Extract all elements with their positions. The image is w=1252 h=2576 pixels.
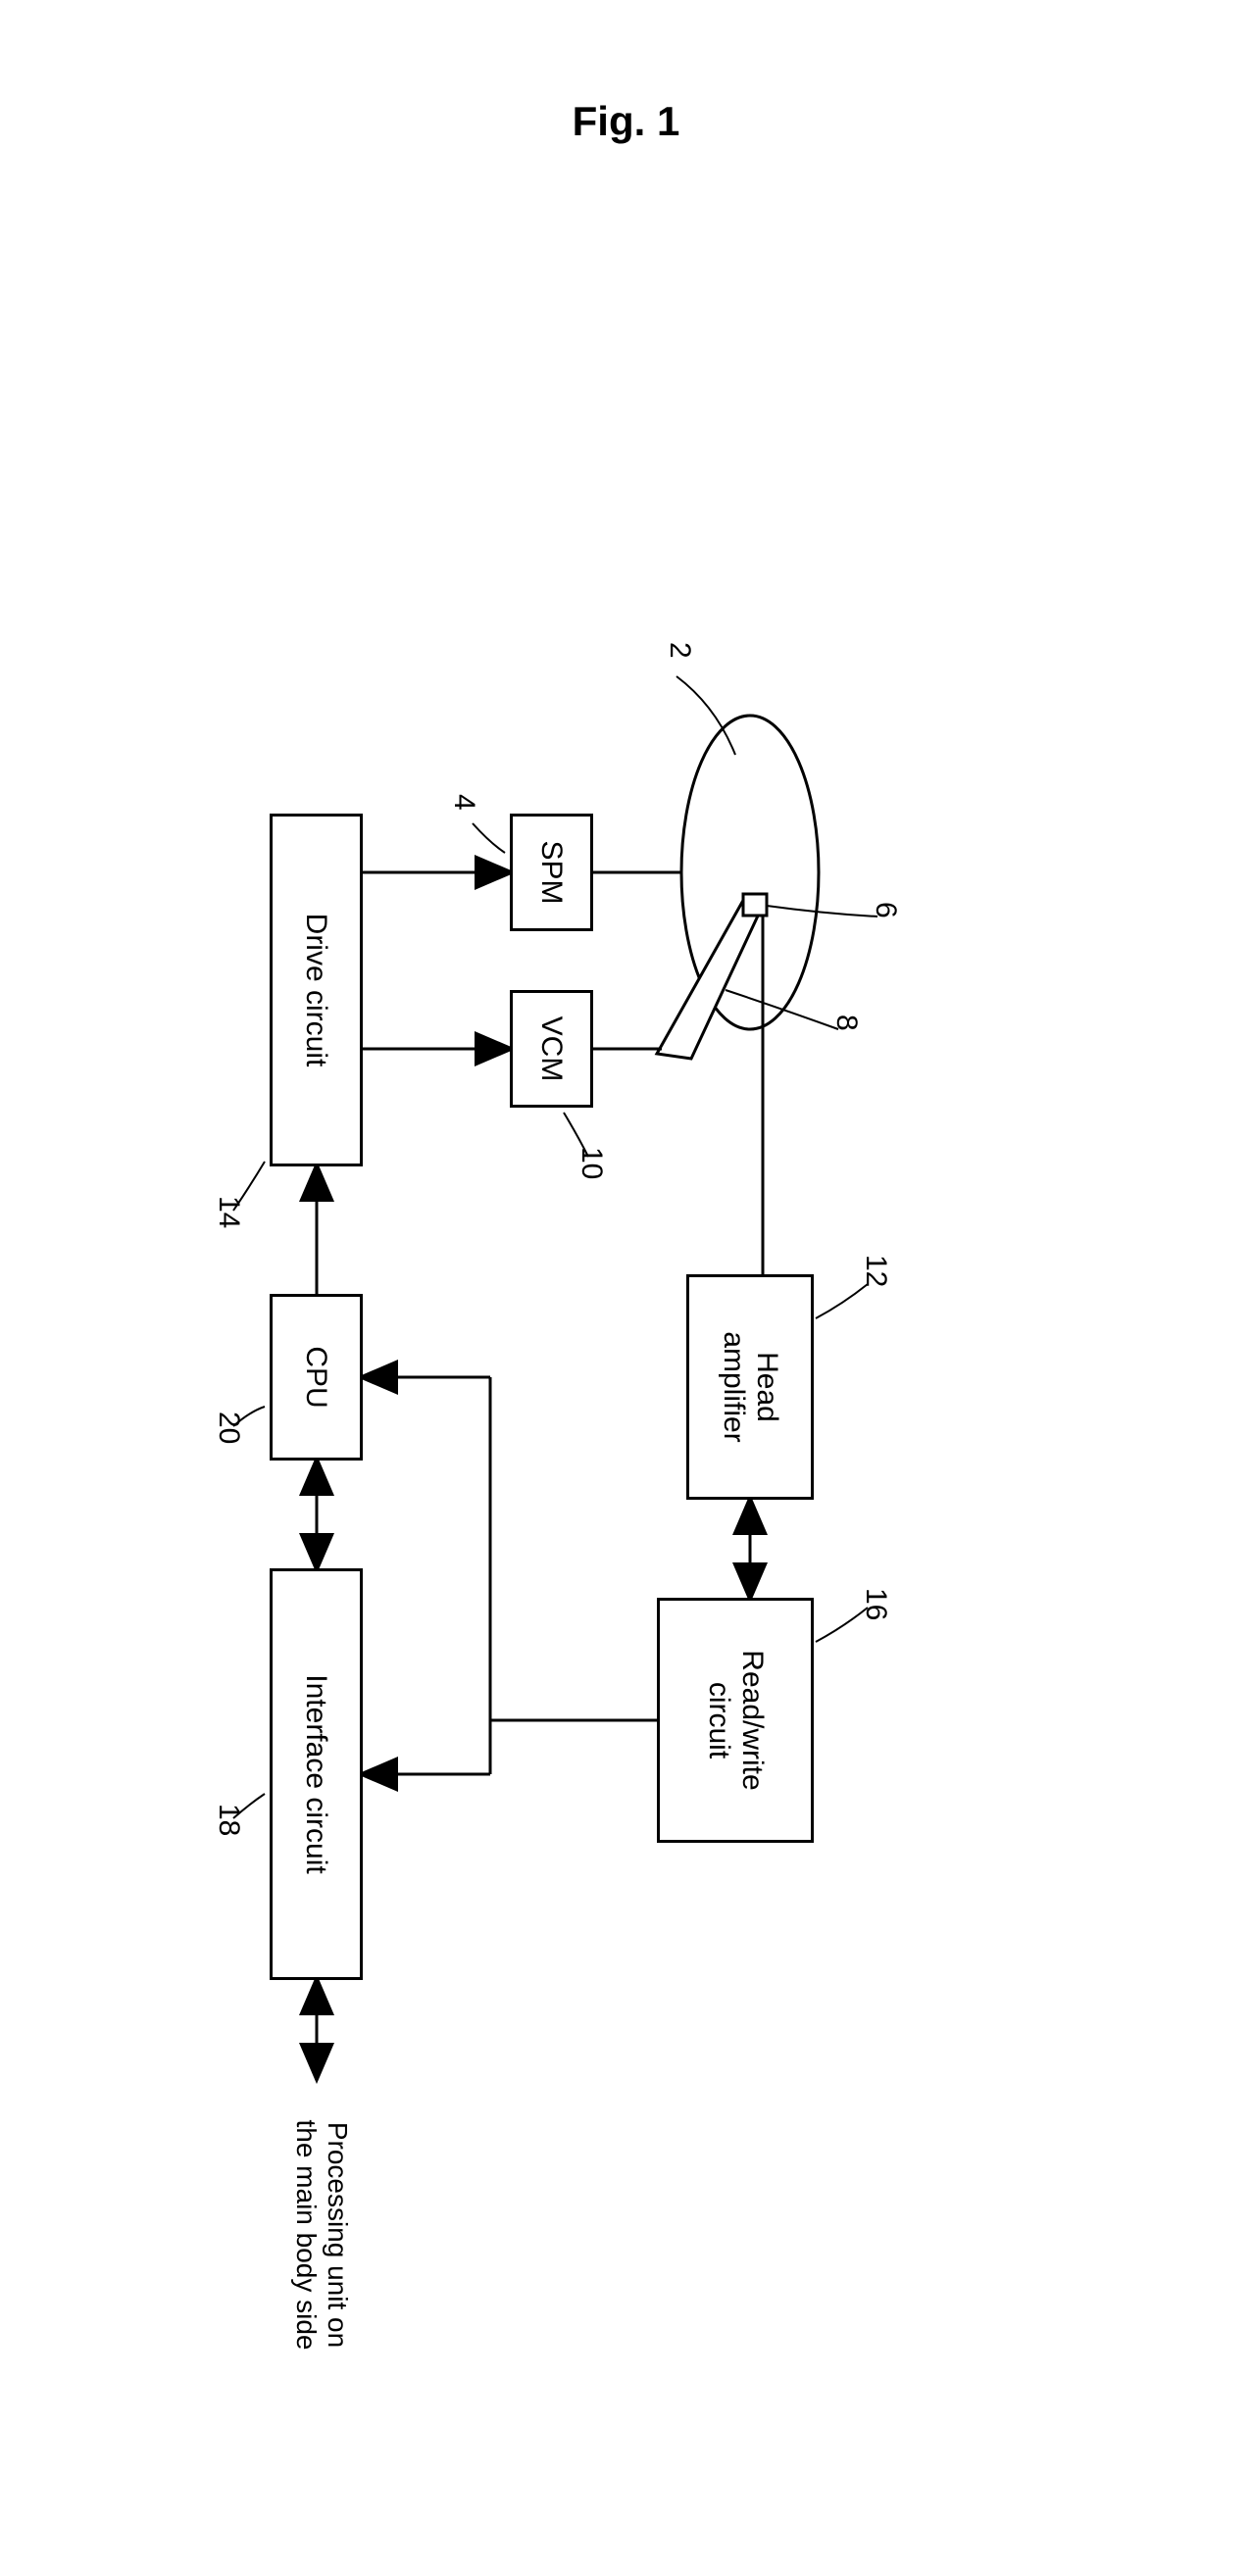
- cpu-block: CPU: [270, 1294, 363, 1461]
- read-write-label: Read/writecircuit: [702, 1650, 769, 1790]
- page: Fig. 1: [0, 0, 1252, 2576]
- ref-16: 16: [859, 1588, 892, 1620]
- ref-2: 2: [663, 642, 696, 659]
- ref-4: 4: [447, 794, 480, 811]
- head-amplifier-block: Headamplifier: [686, 1274, 814, 1500]
- block-diagram: SPM VCM Headamplifier Read/writecircuit …: [118, 510, 931, 2225]
- head-amplifier-label: Headamplifier: [717, 1331, 783, 1442]
- ref-20: 20: [212, 1412, 245, 1444]
- head-tip-icon: [743, 894, 767, 916]
- spm-label: SPM: [535, 840, 569, 904]
- interface-circuit-block: Interface circuit: [270, 1568, 363, 1980]
- ref-18: 18: [212, 1804, 245, 1836]
- drive-circuit-block: Drive circuit: [270, 814, 363, 1166]
- spm-block: SPM: [510, 814, 593, 931]
- vcm-block: VCM: [510, 990, 593, 1108]
- ref-14: 14: [212, 1196, 245, 1228]
- vcm-label: VCM: [535, 1016, 569, 1082]
- figure-title: Fig. 1: [0, 98, 1252, 145]
- ref-8: 8: [829, 1015, 863, 1031]
- drive-circuit-label: Drive circuit: [300, 914, 333, 1067]
- external-unit-label: Processing unit onthe main body side: [290, 2088, 353, 2382]
- ref-10: 10: [575, 1147, 608, 1179]
- interface-circuit-label: Interface circuit: [300, 1674, 333, 1873]
- cpu-label: CPU: [300, 1346, 333, 1408]
- ref-12: 12: [859, 1255, 892, 1287]
- read-write-block: Read/writecircuit: [657, 1598, 814, 1843]
- ref-6: 6: [869, 902, 902, 918]
